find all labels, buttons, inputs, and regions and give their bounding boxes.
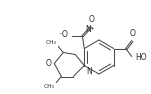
Text: N: N xyxy=(86,66,92,75)
Text: O: O xyxy=(45,59,51,68)
Text: ⁻O: ⁻O xyxy=(58,30,68,39)
Text: CH₃: CH₃ xyxy=(43,85,54,89)
Text: CH₃: CH₃ xyxy=(45,39,56,44)
Text: +: + xyxy=(89,27,94,31)
Text: N: N xyxy=(85,25,91,34)
Text: O: O xyxy=(88,14,94,24)
Text: O: O xyxy=(130,28,136,38)
Text: HO: HO xyxy=(136,53,147,62)
